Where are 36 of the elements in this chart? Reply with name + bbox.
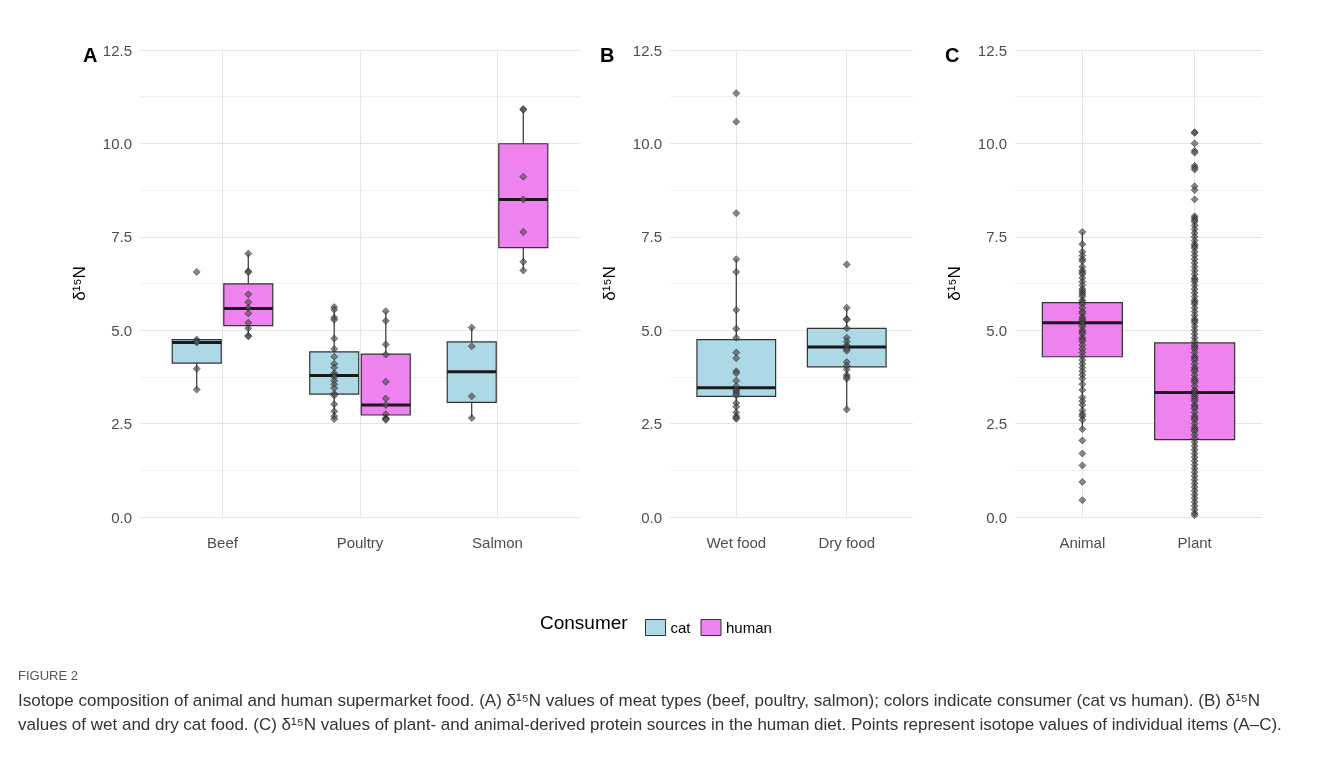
y-tick-label: 0.0 <box>111 508 132 526</box>
caption: FIGURE 2 <box>18 668 79 683</box>
y-tick-label: 7.5 <box>111 228 132 246</box>
chart-title: A <box>83 44 98 66</box>
y-axis-title: δ¹⁵N <box>945 266 964 301</box>
x-tick-label: Salmon <box>472 534 523 551</box>
y-tick-label: 12.5 <box>977 41 1007 59</box>
y-tick-label: 2.5 <box>986 415 1007 433</box>
y-tick-label: 0.0 <box>986 508 1007 526</box>
x-tick-label: Poultry <box>336 534 384 551</box>
y-tick-label: 10.0 <box>632 134 662 152</box>
chart-title: C <box>945 44 960 66</box>
x-tick-label: Wet food <box>706 534 767 551</box>
x-tick-label: Dry food <box>818 534 876 551</box>
y-axis-title: δ¹⁵N <box>70 266 89 301</box>
y-tick-label: 5.0 <box>641 321 662 339</box>
y-tick-label: 12.5 <box>632 41 662 59</box>
x-tick-label: Beef <box>207 534 239 551</box>
y-axis-title: δ¹⁵N <box>600 266 619 301</box>
legend-label: human <box>726 619 772 636</box>
legend-title: Consumer <box>540 612 629 633</box>
chart-title: B <box>600 44 615 66</box>
legend-label: cat <box>670 619 692 636</box>
y-tick-label: 7.5 <box>986 228 1007 246</box>
text: Isotope composition of animal and human supermarket food. (A) δ¹⁵N values of meat types (beef, poultry, salmon); colors indicate consumer (cat vs human). (B) δ¹⁵N values of wet and dry cat food. (C) δ¹⁵N values of plant- and animal-derived protein sources in the human diet. Points represent isotope values of individual items (A–C). <box>18 690 1283 736</box>
y-tick-label: 12.5 <box>102 41 132 59</box>
y-tick-label: 10.0 <box>977 134 1007 152</box>
y-tick-label: 2.5 <box>111 415 132 433</box>
y-tick-label: 5.0 <box>111 321 132 339</box>
x-tick-label: Animal <box>1059 534 1106 551</box>
y-tick-label: 10.0 <box>102 134 132 152</box>
x-tick-label: Plant <box>1177 534 1213 551</box>
y-tick-label: 2.5 <box>641 415 662 433</box>
y-tick-label: 0.0 <box>641 508 662 526</box>
y-tick-label: 7.5 <box>641 228 662 246</box>
y-tick-label: 5.0 <box>986 321 1007 339</box>
